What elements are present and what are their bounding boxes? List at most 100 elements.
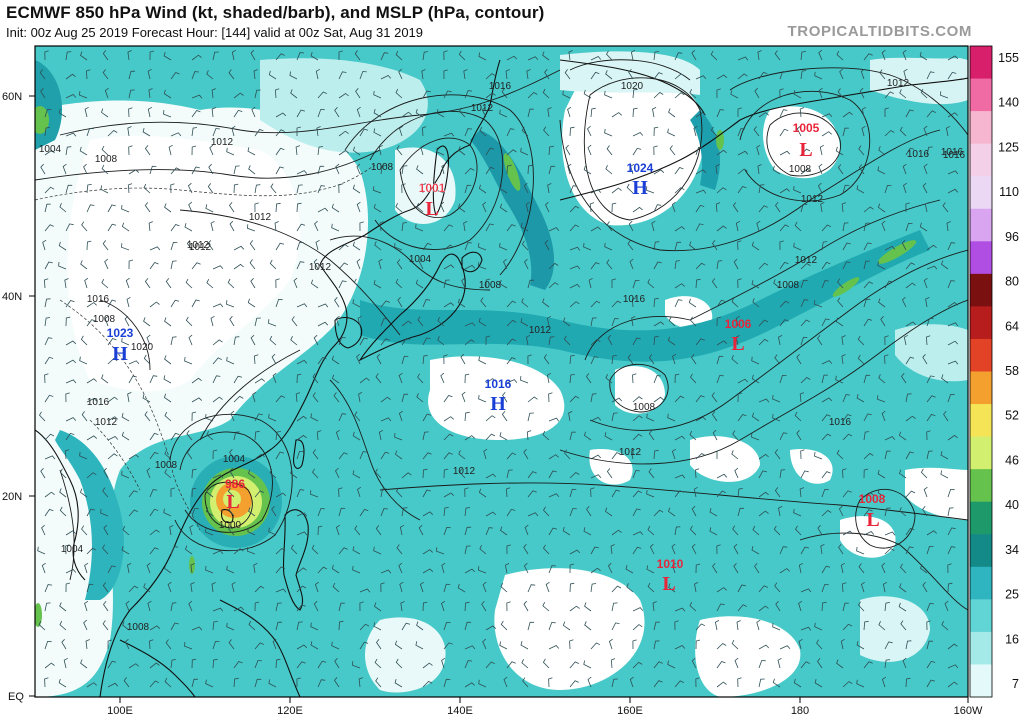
wind-barb (464, 682, 475, 688)
wind-barb (820, 544, 825, 555)
wind-barb (164, 411, 172, 422)
wind-barb (275, 129, 285, 137)
wind-barb (212, 640, 220, 650)
wind-barb (545, 581, 550, 593)
lon-label-140e: 140E (447, 705, 473, 717)
wind-barb (735, 315, 741, 327)
wind-barb (357, 315, 362, 327)
wind-barb (884, 130, 895, 137)
wind-barb (338, 487, 343, 498)
wind-barb (146, 562, 151, 574)
wind-barb (338, 130, 349, 137)
wind-barb (291, 316, 298, 327)
wind-barb (544, 69, 550, 80)
wind-barb (121, 413, 130, 422)
wind-barb (275, 588, 287, 593)
wind-barb (142, 394, 151, 403)
wind-barb (772, 413, 781, 422)
wind-barb (191, 626, 203, 631)
wind-barb (143, 183, 151, 194)
wind-barb (752, 525, 760, 536)
wind-barb (212, 357, 222, 365)
wind-barb (947, 55, 959, 61)
wind-barb (856, 394, 865, 403)
wind-barb (926, 530, 937, 536)
wind-barb (523, 562, 529, 574)
wind-barb (83, 163, 88, 175)
wind-barb (501, 411, 508, 422)
wind-barb (373, 128, 382, 137)
wind-barb (506, 357, 516, 365)
wind-barb (527, 471, 537, 479)
wind-barb (149, 262, 159, 270)
wind-barb (401, 355, 409, 365)
wind-barb (422, 242, 432, 251)
wind-barb (191, 71, 199, 80)
wind-barb (107, 338, 117, 346)
wind-barb (314, 581, 319, 593)
wind-barb (774, 50, 781, 61)
wind-barb (756, 144, 761, 156)
wind-barb (523, 449, 529, 460)
wind-barb (716, 260, 723, 270)
wind-barb (611, 397, 623, 403)
wind-barb (926, 244, 937, 251)
wind-barb (674, 620, 679, 631)
wind-barb (737, 507, 745, 517)
wind-barb (737, 604, 747, 612)
wind-barb (569, 126, 575, 137)
wind-barb (164, 469, 172, 479)
wind-barb (128, 509, 139, 517)
wind-barb (548, 470, 557, 479)
wind-barb (758, 510, 769, 517)
wind-barb (628, 220, 634, 232)
wind-barb (275, 278, 280, 289)
wind-barb (626, 183, 634, 194)
wind-barb (878, 621, 886, 631)
wind-barb (542, 51, 550, 61)
wind-barb (295, 392, 301, 403)
wind-barb (919, 222, 928, 232)
wind-barb (863, 431, 870, 441)
isobar-label: 1008 (127, 622, 150, 633)
wind-barb (653, 680, 663, 688)
wind-barb (443, 90, 452, 99)
isobar-label: 1020 (131, 342, 154, 353)
wind-barb (422, 51, 429, 61)
wind-barb (758, 678, 765, 688)
wind-barb (758, 605, 769, 612)
wind-barb (65, 146, 72, 156)
wind-barb (233, 109, 243, 118)
wind-barb (338, 149, 349, 156)
wind-barb (653, 335, 659, 346)
wind-barb (947, 643, 958, 650)
wind-barb (58, 678, 67, 688)
wind-barb (627, 354, 634, 365)
wind-barb (101, 279, 109, 289)
wind-barb (254, 585, 265, 593)
wind-barb (944, 600, 949, 612)
colorbar-tick-label: 25 (1005, 588, 1019, 602)
wind-barb (39, 69, 46, 80)
wind-barb (716, 449, 722, 459)
isobar-label: 1008 (371, 162, 394, 173)
wind-barb (821, 318, 830, 327)
wind-barb (758, 71, 768, 80)
wind-barb (905, 393, 912, 403)
wind-barb (395, 88, 403, 99)
wind-barb (441, 163, 446, 175)
wind-barb (562, 621, 571, 631)
wind-barb (521, 126, 529, 137)
wind-barb (941, 621, 949, 631)
wind-barb (926, 430, 931, 441)
wind-barb (331, 641, 340, 650)
wind-barb (632, 337, 641, 346)
wind-barb (499, 279, 508, 289)
wind-barb (148, 221, 153, 232)
wind-barb (86, 508, 95, 517)
wind-barb (520, 641, 529, 650)
wind-barb (926, 146, 933, 156)
wind-barb (191, 166, 200, 175)
wind-barb (296, 261, 305, 270)
